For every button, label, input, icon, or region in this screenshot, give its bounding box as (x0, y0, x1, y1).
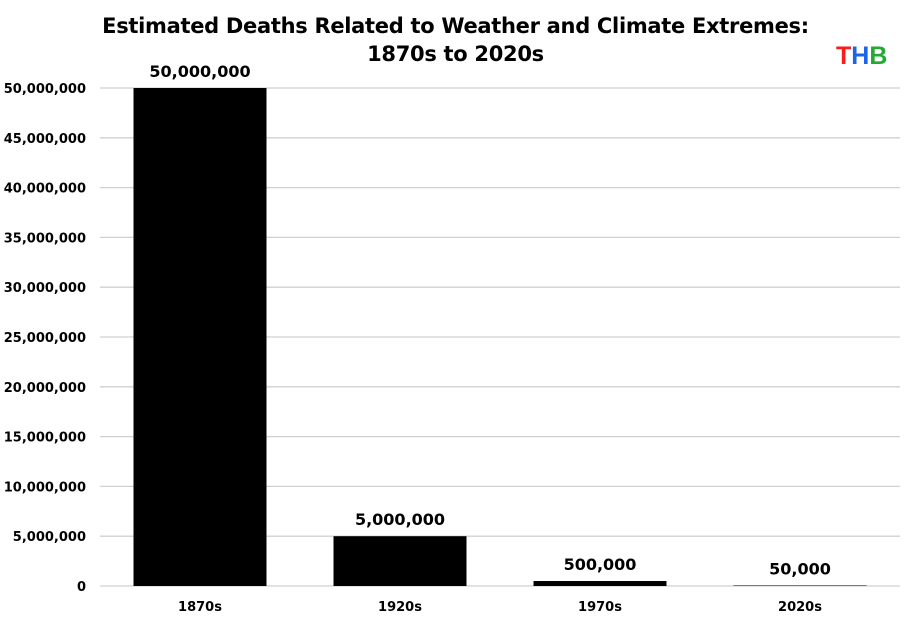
y-tick-label: 10,000,000 (4, 480, 86, 495)
logo-letter-b: B (869, 42, 888, 70)
y-tick-label: 50,000,000 (4, 82, 86, 97)
data-label: 500,000 (564, 555, 637, 574)
data-label: 5,000,000 (355, 510, 445, 529)
y-tick-label: 15,000,000 (4, 431, 86, 446)
x-tick-label: 1920s (378, 600, 422, 615)
x-tick-label: 2020s (778, 600, 822, 615)
y-tick-label: 35,000,000 (4, 231, 86, 246)
data-label: 50,000 (769, 560, 831, 579)
y-tick-label: 0 (77, 580, 86, 595)
y-tick-label: 20,000,000 (4, 381, 86, 396)
bar-1970s (533, 581, 667, 586)
logo-letter-h: H (851, 42, 870, 70)
data-label: 50,000,000 (149, 62, 250, 81)
bar-1870s (133, 88, 267, 586)
x-tick-label: 1970s (578, 600, 622, 615)
y-tick-label: 40,000,000 (4, 182, 86, 197)
chart-title-line1: Estimated Deaths Related to Weather and … (102, 14, 809, 38)
x-tick-label: 1870s (178, 600, 222, 615)
y-tick-label: 45,000,000 (4, 132, 86, 147)
y-tick-label: 25,000,000 (4, 331, 86, 346)
thb-logo: THB (836, 42, 887, 71)
y-tick-label: 30,000,000 (4, 281, 86, 296)
bar-1920s (333, 536, 467, 586)
logo-letter-t: T (836, 42, 852, 70)
y-tick-label: 5,000,000 (13, 530, 86, 545)
chart-title-line2: 1870s to 2020s (367, 42, 544, 66)
